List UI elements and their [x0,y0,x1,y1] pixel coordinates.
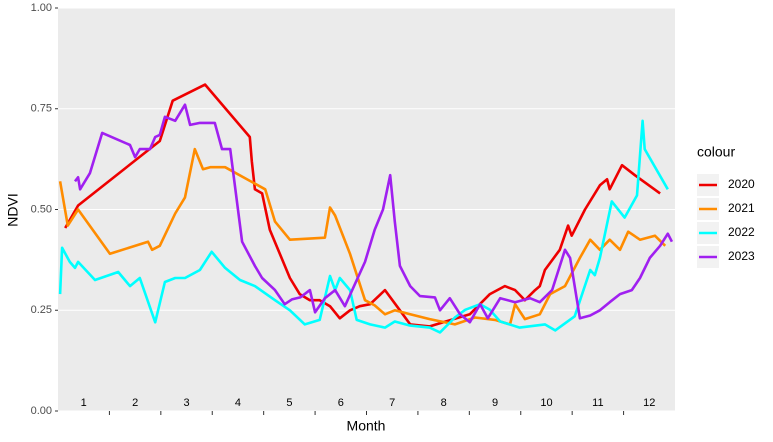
legend-label: 2020 [728,177,755,191]
x-axis-title: Month [347,418,386,434]
series-line [73,103,674,324]
x-tick-label: 7 [389,397,395,409]
legend-label: 2023 [728,249,755,263]
y-tick-label: 0.00 [31,405,52,417]
x-tick-label: 12 [643,397,655,409]
y-tick-label: 1.00 [31,2,52,14]
y-tick-label: 0.50 [31,203,52,215]
x-tick-label: 11 [592,397,603,409]
x-tick-label: 4 [235,397,241,409]
y-axis-title: NDVI [5,193,21,226]
x-tick-label: 3 [183,397,189,409]
x-tick-label: 9 [492,397,498,409]
x-tick-label: 5 [286,397,292,409]
x-tick-label: 10 [540,397,552,409]
series-line [58,147,667,326]
y-tick-label: 0.75 [31,103,52,115]
legend-title: colour [697,144,735,160]
legend-label: 2021 [728,201,755,215]
x-tick-label: 1 [81,397,87,409]
x-tick-label: 8 [441,397,447,409]
x-tick-label: 6 [338,397,344,409]
legend-label: 2022 [728,225,755,239]
series-line [58,119,669,334]
y-tick-label: 0.25 [31,304,52,316]
x-tick-label: 2 [132,397,138,409]
